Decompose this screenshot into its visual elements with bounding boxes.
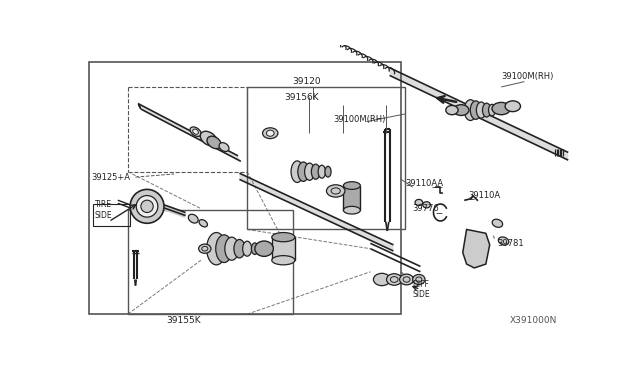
- Ellipse shape: [399, 274, 413, 285]
- Bar: [93, 204, 130, 225]
- Text: 39110AA: 39110AA: [405, 179, 443, 188]
- Ellipse shape: [312, 164, 320, 179]
- Polygon shape: [239, 173, 394, 251]
- Ellipse shape: [225, 237, 239, 260]
- Ellipse shape: [476, 102, 486, 118]
- Text: 39110A: 39110A: [468, 191, 500, 200]
- Ellipse shape: [318, 165, 326, 178]
- Ellipse shape: [325, 166, 331, 177]
- Text: 39120: 39120: [292, 77, 321, 86]
- Ellipse shape: [464, 100, 477, 121]
- Polygon shape: [138, 103, 241, 161]
- Text: 39156K: 39156K: [284, 93, 319, 102]
- Bar: [90, 62, 401, 314]
- Ellipse shape: [243, 241, 252, 256]
- Ellipse shape: [141, 200, 153, 212]
- Text: TIRE
SIDE: TIRE SIDE: [95, 201, 112, 220]
- Polygon shape: [390, 68, 568, 160]
- Ellipse shape: [298, 162, 309, 182]
- Ellipse shape: [130, 189, 164, 223]
- Ellipse shape: [255, 241, 273, 256]
- Ellipse shape: [344, 182, 360, 189]
- Ellipse shape: [387, 274, 402, 285]
- Ellipse shape: [216, 235, 232, 263]
- Ellipse shape: [252, 243, 259, 254]
- Bar: [128, 210, 293, 314]
- Ellipse shape: [344, 206, 360, 214]
- Text: 39100M(RH): 39100M(RH): [501, 73, 554, 81]
- Ellipse shape: [499, 237, 509, 245]
- Bar: [272, 237, 295, 260]
- Ellipse shape: [413, 275, 425, 285]
- Ellipse shape: [446, 106, 458, 115]
- Text: 39781: 39781: [497, 239, 524, 248]
- Text: DIFF
SIDE: DIFF SIDE: [413, 280, 430, 299]
- Ellipse shape: [262, 128, 278, 139]
- Ellipse shape: [415, 199, 422, 206]
- Ellipse shape: [305, 163, 314, 180]
- Text: X391000N: X391000N: [509, 316, 557, 325]
- Ellipse shape: [207, 136, 221, 149]
- Ellipse shape: [454, 105, 469, 115]
- Ellipse shape: [219, 142, 229, 151]
- Ellipse shape: [505, 101, 520, 112]
- Ellipse shape: [422, 202, 431, 208]
- Ellipse shape: [373, 273, 390, 286]
- Ellipse shape: [200, 131, 217, 146]
- Ellipse shape: [492, 219, 502, 227]
- Ellipse shape: [266, 130, 274, 136]
- Ellipse shape: [483, 103, 491, 117]
- Ellipse shape: [199, 219, 207, 227]
- Ellipse shape: [198, 244, 211, 253]
- Bar: [344, 186, 360, 210]
- Ellipse shape: [488, 104, 495, 116]
- Text: 39125+A: 39125+A: [91, 173, 130, 182]
- Ellipse shape: [326, 185, 345, 197]
- Ellipse shape: [272, 256, 295, 265]
- Ellipse shape: [193, 129, 198, 134]
- Ellipse shape: [492, 102, 511, 115]
- Ellipse shape: [272, 232, 295, 242]
- Text: 39776: 39776: [413, 204, 440, 213]
- Ellipse shape: [470, 101, 481, 119]
- Ellipse shape: [136, 196, 158, 217]
- Ellipse shape: [234, 240, 245, 258]
- Text: 39100M(RH): 39100M(RH): [333, 115, 386, 124]
- Ellipse shape: [190, 127, 201, 137]
- Ellipse shape: [188, 214, 198, 223]
- Polygon shape: [463, 230, 490, 268]
- Bar: [247, 87, 405, 230]
- Ellipse shape: [207, 232, 226, 265]
- Text: 39155K: 39155K: [166, 316, 201, 325]
- Ellipse shape: [291, 161, 303, 183]
